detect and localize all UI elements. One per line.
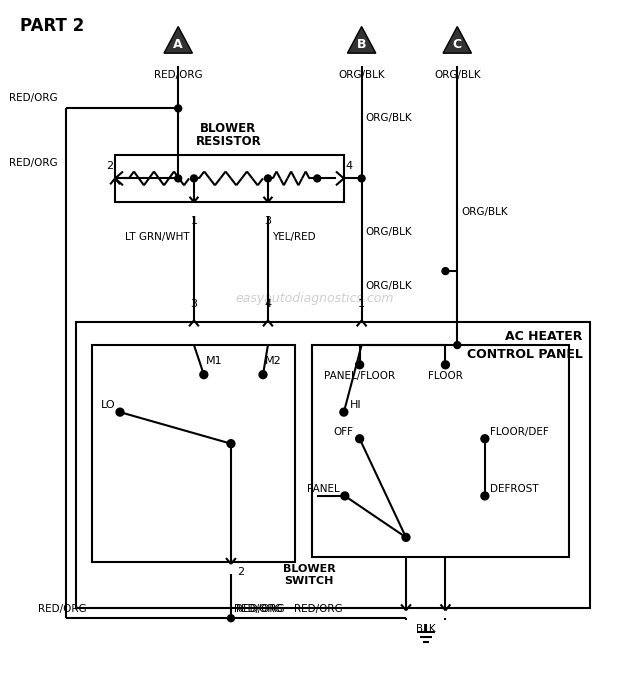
Text: ORG/BLK: ORG/BLK bbox=[366, 281, 412, 291]
Text: RESISTOR: RESISTOR bbox=[196, 135, 261, 148]
Text: FLOOR/DEF: FLOOR/DEF bbox=[490, 427, 549, 437]
Text: RED/ORG: RED/ORG bbox=[234, 604, 282, 615]
Circle shape bbox=[265, 175, 271, 182]
Circle shape bbox=[454, 342, 460, 349]
Text: B: B bbox=[357, 38, 366, 51]
Text: 3: 3 bbox=[190, 299, 198, 309]
Circle shape bbox=[341, 492, 349, 500]
Text: PART 2: PART 2 bbox=[20, 17, 85, 35]
Polygon shape bbox=[443, 27, 472, 53]
Text: LT GRN/WHT: LT GRN/WHT bbox=[125, 232, 190, 242]
Circle shape bbox=[356, 360, 363, 369]
Text: PANEL/FLOOR: PANEL/FLOOR bbox=[324, 371, 395, 381]
Text: ORG/BLK: ORG/BLK bbox=[366, 227, 412, 237]
Text: ORG/BLK: ORG/BLK bbox=[338, 70, 385, 80]
Text: 2: 2 bbox=[237, 567, 244, 577]
Text: HI: HI bbox=[350, 400, 362, 410]
Text: OFF: OFF bbox=[334, 427, 353, 437]
Polygon shape bbox=[347, 27, 376, 53]
Text: ORG/BLK: ORG/BLK bbox=[434, 70, 481, 80]
Circle shape bbox=[175, 105, 182, 112]
Text: BLK: BLK bbox=[416, 624, 436, 634]
Circle shape bbox=[227, 615, 234, 622]
Bar bbox=[93, 345, 295, 562]
Text: 1: 1 bbox=[358, 299, 365, 309]
Circle shape bbox=[200, 371, 208, 379]
Bar bbox=[115, 155, 344, 202]
Text: FLOOR: FLOOR bbox=[428, 371, 463, 381]
Text: 4: 4 bbox=[345, 160, 352, 171]
Text: M2: M2 bbox=[265, 356, 282, 366]
Circle shape bbox=[190, 175, 197, 182]
Circle shape bbox=[481, 492, 489, 500]
Circle shape bbox=[358, 175, 365, 182]
Circle shape bbox=[227, 440, 235, 447]
Text: ORG/BLK: ORG/BLK bbox=[461, 207, 508, 217]
Text: LO: LO bbox=[101, 400, 115, 410]
Polygon shape bbox=[164, 27, 192, 53]
Text: RED/ORG: RED/ORG bbox=[294, 604, 343, 615]
Circle shape bbox=[442, 267, 449, 274]
Text: BLOWER: BLOWER bbox=[200, 122, 256, 135]
Text: 1: 1 bbox=[190, 216, 198, 226]
Text: easyautodiagnostics.com: easyautodiagnostics.com bbox=[235, 292, 394, 305]
Text: RED/ORG: RED/ORG bbox=[38, 604, 87, 615]
Text: RED/ORG: RED/ORG bbox=[236, 604, 284, 615]
Text: BLOWER: BLOWER bbox=[283, 564, 336, 574]
Bar bbox=[312, 345, 569, 557]
Text: YEL/RED: YEL/RED bbox=[272, 232, 316, 242]
Text: 2: 2 bbox=[106, 160, 114, 171]
Text: SWITCH: SWITCH bbox=[285, 576, 334, 586]
Text: AC HEATER
CONTROL PANEL: AC HEATER CONTROL PANEL bbox=[467, 330, 583, 361]
Text: M1: M1 bbox=[206, 356, 222, 366]
Circle shape bbox=[340, 408, 348, 416]
Text: DEFROST: DEFROST bbox=[490, 484, 538, 494]
Text: RED/ORG: RED/ORG bbox=[154, 70, 203, 80]
Bar bbox=[75, 323, 590, 608]
Text: 4: 4 bbox=[265, 299, 271, 309]
Text: PANEL: PANEL bbox=[307, 484, 340, 494]
Circle shape bbox=[175, 175, 182, 182]
Text: ORG/BLK: ORG/BLK bbox=[366, 113, 412, 123]
Circle shape bbox=[259, 371, 267, 379]
Text: A: A bbox=[174, 38, 183, 51]
Text: RED/ORG: RED/ORG bbox=[9, 158, 58, 167]
Text: RED/ORG: RED/ORG bbox=[9, 94, 58, 104]
Text: 3: 3 bbox=[265, 216, 271, 226]
Circle shape bbox=[402, 533, 410, 541]
Text: C: C bbox=[453, 38, 462, 51]
Circle shape bbox=[481, 435, 489, 442]
Circle shape bbox=[356, 435, 363, 442]
Circle shape bbox=[314, 175, 321, 182]
Circle shape bbox=[116, 408, 124, 416]
Circle shape bbox=[441, 360, 449, 369]
